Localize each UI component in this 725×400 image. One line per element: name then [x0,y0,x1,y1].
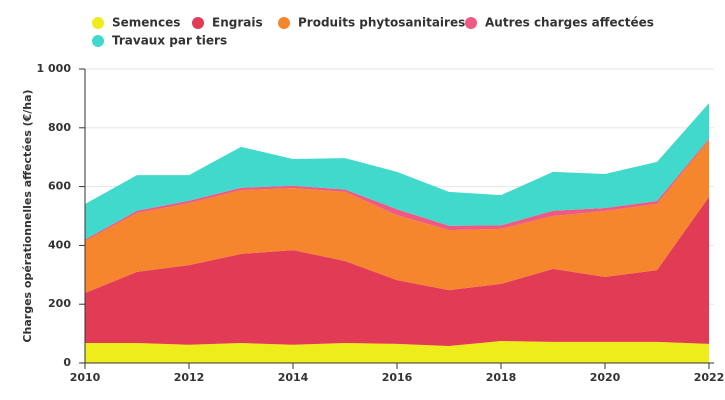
y-tick-label: 200 [48,297,71,310]
x-tick-label: 2020 [590,371,621,384]
area [85,196,709,346]
y-tick-label: 600 [48,180,71,193]
legend-marker [192,17,204,29]
legend-label: Autres charges affectées [485,16,654,30]
y-tick-label: 0 [63,356,71,369]
x-tick-label: 2016 [382,371,413,384]
y-tick-label: 400 [48,238,71,251]
y-axis-label: Charges opérationnelles affectées (€/ha) [21,89,34,342]
area [85,138,709,241]
y-tick-label: 1 000 [37,62,72,75]
legend-label: Travaux par tiers [112,34,227,48]
legend-label: Engrais [212,16,263,30]
legend-marker [92,35,104,47]
x-tick-label: 2010 [70,371,101,384]
area [85,340,709,363]
x-tick-label: 2018 [486,371,517,384]
x-tick-label: 2022 [694,371,725,384]
legend-label: Produits phytosanitaires [298,16,465,30]
area [85,140,709,294]
y-tick-label: 800 [48,121,71,134]
x-tick-label: 2014 [278,371,309,384]
legend-marker [465,17,477,29]
x-tick-label: 2012 [174,371,205,384]
legend-marker [278,17,290,29]
legend-label: Semences [112,16,180,30]
area [85,103,709,240]
legend-marker [92,17,104,29]
